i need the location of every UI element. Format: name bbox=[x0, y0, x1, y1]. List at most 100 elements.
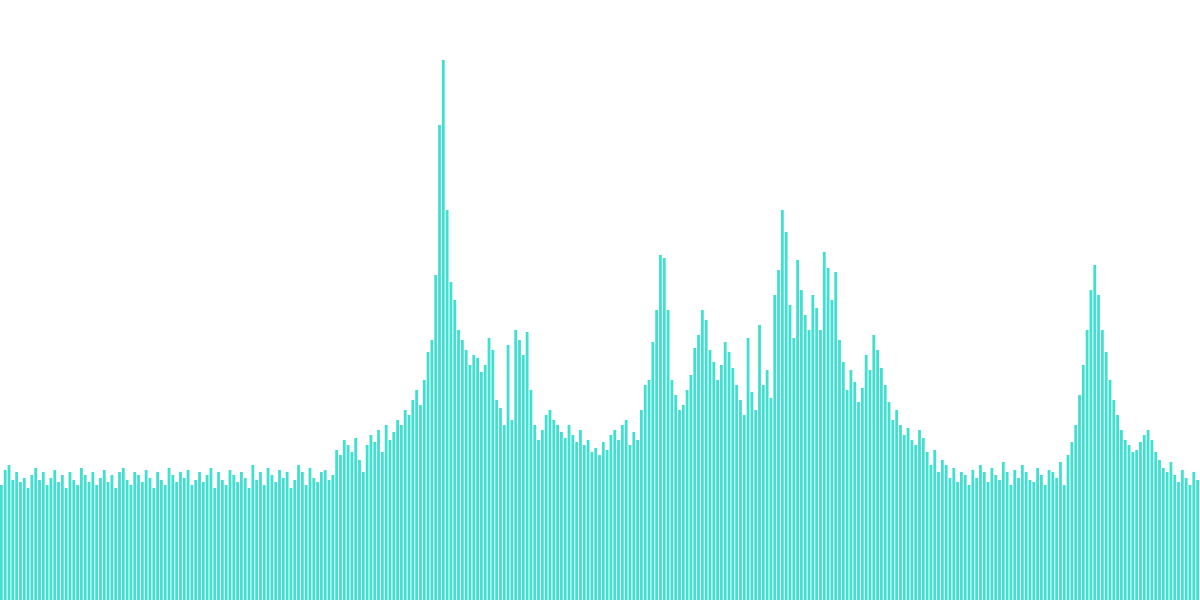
spectrum-bar bbox=[945, 465, 948, 600]
spectrum-bar bbox=[160, 480, 163, 600]
spectrum-bar bbox=[667, 310, 670, 600]
spectrum-bar bbox=[76, 485, 79, 600]
spectrum-bar bbox=[152, 488, 155, 600]
spectrum-bar bbox=[331, 475, 334, 600]
spectrum-bar bbox=[884, 385, 887, 600]
spectrum-bar bbox=[1021, 465, 1024, 600]
spectrum-bar bbox=[571, 435, 574, 600]
spectrum-bar bbox=[701, 310, 704, 600]
spectrum-bar bbox=[229, 470, 232, 600]
spectrum-bar bbox=[682, 405, 685, 600]
spectrum-bar bbox=[830, 300, 833, 600]
spectrum-bar bbox=[716, 380, 719, 600]
spectrum-bar bbox=[888, 402, 891, 600]
spectrum-bar bbox=[194, 480, 197, 600]
spectrum-bar bbox=[278, 470, 281, 600]
spectrum-bar bbox=[179, 472, 182, 600]
spectrum-bar bbox=[1166, 472, 1169, 600]
spectrum-bar bbox=[922, 438, 925, 600]
spectrum-bar bbox=[259, 472, 262, 600]
spectrum-bar bbox=[1010, 485, 1013, 600]
spectrum-bar bbox=[530, 390, 533, 600]
spectrum-bar bbox=[750, 392, 753, 600]
spectrum-bar bbox=[168, 468, 171, 600]
spectrum-bar bbox=[941, 460, 944, 600]
spectrum-bar bbox=[488, 338, 491, 600]
spectrum-bar bbox=[1029, 480, 1032, 600]
spectrum-bar bbox=[792, 338, 795, 600]
spectrum-bar bbox=[659, 255, 662, 600]
spectrum-bar bbox=[880, 368, 883, 600]
spectrum-bar bbox=[1139, 442, 1142, 600]
spectrum-bar bbox=[347, 445, 350, 600]
spectrum-bar bbox=[678, 410, 681, 600]
spectrum-bar bbox=[309, 468, 312, 600]
spectrum-bar bbox=[907, 428, 910, 600]
spectrum-bar bbox=[1181, 470, 1184, 600]
spectrum-bar bbox=[206, 475, 209, 600]
spectrum-bar bbox=[392, 432, 395, 600]
spectrum-bar bbox=[990, 468, 993, 600]
spectrum-bar bbox=[198, 472, 201, 600]
spectrum-bar bbox=[350, 452, 353, 600]
spectrum-bar bbox=[141, 482, 144, 600]
spectrum-bar bbox=[644, 385, 647, 600]
spectrum-bar bbox=[389, 440, 392, 600]
spectrum-bar bbox=[1086, 330, 1089, 600]
spectrum-bar bbox=[526, 332, 529, 600]
spectrum-bar bbox=[1120, 430, 1123, 600]
spectrum-bar bbox=[126, 480, 129, 600]
spectrum-bar bbox=[800, 290, 803, 600]
spectrum-bar bbox=[450, 282, 453, 600]
spectrum-bar bbox=[286, 472, 289, 600]
spectrum-bar bbox=[503, 425, 506, 600]
spectrum-bar bbox=[1036, 468, 1039, 600]
spectrum-bar bbox=[1044, 485, 1047, 600]
spectrum-bar bbox=[651, 342, 654, 600]
spectrum-bar bbox=[400, 425, 403, 600]
spectrum-bar bbox=[4, 470, 7, 600]
spectrum-bar bbox=[754, 410, 757, 600]
spectrum-bar bbox=[461, 340, 464, 600]
spectrum-bar bbox=[994, 475, 997, 600]
spectrum-bar bbox=[11, 480, 14, 600]
spectrum-bar bbox=[789, 305, 792, 600]
spectrum-bar bbox=[960, 472, 963, 600]
spectrum-bar bbox=[183, 478, 186, 600]
spectrum-bar bbox=[545, 415, 548, 600]
spectrum-bar bbox=[419, 405, 422, 600]
spectrum-bar bbox=[480, 372, 483, 600]
spectrum-bar bbox=[838, 340, 841, 600]
spectrum-bar bbox=[613, 430, 616, 600]
spectrum-bar bbox=[1006, 472, 1009, 600]
spectrum-bar bbox=[171, 475, 174, 600]
spectrum-bar bbox=[110, 475, 113, 600]
spectrum-bar bbox=[1189, 485, 1192, 600]
spectrum-bar bbox=[1090, 290, 1093, 600]
spectrum-bar bbox=[914, 445, 917, 600]
spectrum-bar bbox=[739, 400, 742, 600]
spectrum-bar bbox=[91, 472, 94, 600]
spectrum-bar bbox=[606, 450, 609, 600]
spectrum-bar bbox=[743, 415, 746, 600]
spectrum-bar bbox=[69, 472, 72, 600]
spectrum-bar bbox=[952, 468, 955, 600]
spectrum-bar bbox=[232, 475, 235, 600]
spectrum-bar bbox=[324, 470, 327, 600]
spectrum-bar bbox=[415, 390, 418, 600]
spectrum-bar bbox=[537, 440, 540, 600]
spectrum-bar bbox=[697, 335, 700, 600]
spectrum-bar bbox=[549, 410, 552, 600]
spectrum-bar bbox=[1002, 462, 1005, 600]
spectrum-bar bbox=[225, 485, 228, 600]
spectrum-bar bbox=[358, 460, 361, 600]
spectrum-bar bbox=[903, 435, 906, 600]
spectrum-bar bbox=[1196, 480, 1199, 600]
spectrum-bar bbox=[27, 488, 30, 600]
spectrum-bar bbox=[640, 410, 643, 600]
spectrum-bar bbox=[1105, 352, 1108, 600]
spectrum-bar bbox=[823, 252, 826, 600]
spectrum-bar bbox=[72, 480, 75, 600]
spectrum-bar bbox=[872, 335, 875, 600]
spectrum-bar bbox=[998, 480, 1001, 600]
